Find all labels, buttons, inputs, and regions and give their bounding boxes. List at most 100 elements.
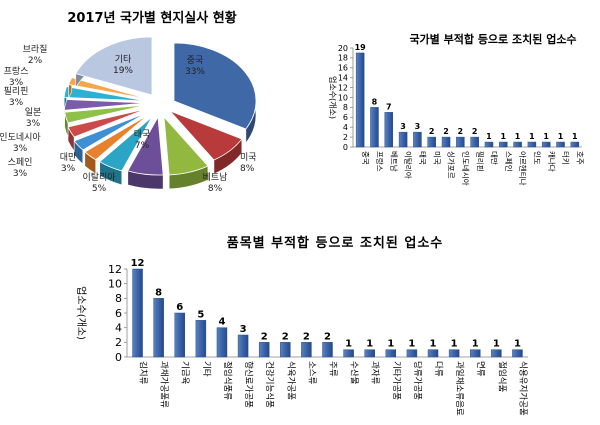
pie-slice-top (127, 115, 164, 176)
pie-slice-top (63, 86, 147, 102)
pie-chart: 2017년 국가별 현지실사 현황 중국33%미국8%베트남8%태국7%이탈리아… (0, 10, 257, 194)
pie-slice-top (173, 42, 257, 130)
bar-value-label: 2 (458, 127, 464, 136)
x-tick-label: 중국 (361, 151, 370, 165)
x-tick-label: 스페인 (504, 151, 514, 172)
x-tick-label: 면류 (475, 361, 486, 377)
y-axis-label: 업소수(개소) (75, 286, 88, 340)
bar (406, 349, 418, 358)
pie-slice-label: 태국 (134, 129, 151, 140)
x-tick-label: 과채가공품류 (159, 361, 170, 408)
pie-slice-percent: 3% (13, 144, 28, 154)
x-tick-label: 인도네시아 (461, 151, 471, 186)
pie-slice (63, 86, 147, 112)
x-tick-label: 기타가공품 (391, 361, 401, 400)
pie-slice-percent: 3% (9, 78, 24, 88)
pie-slice-percent: 3% (9, 98, 24, 108)
bar-value-label: 1 (387, 339, 394, 350)
pie-slice-label: 베트남 (203, 172, 228, 183)
x-tick-label: 다류 (433, 361, 443, 377)
bar (301, 342, 312, 358)
pie-slice-label: 스페인 (8, 157, 33, 168)
pie-slice-label: 브라질 (23, 43, 48, 55)
bar (512, 349, 523, 358)
bar-value-label: 8 (372, 97, 378, 106)
bar-value-label: 1 (493, 339, 500, 350)
x-tick-label: 싱가포르 (447, 151, 457, 179)
pie-slice-label: 일본 (25, 107, 42, 118)
bar-value-label: 8 (155, 287, 162, 298)
bar-value-label: 4 (218, 317, 225, 328)
bar (448, 349, 460, 358)
bar (441, 136, 451, 148)
bar (370, 107, 379, 148)
x-tick-label: 식육가공품 (285, 361, 295, 400)
bar (427, 136, 436, 148)
bar-value-label: 2 (282, 331, 289, 342)
bar (469, 349, 481, 358)
pie-slice (127, 115, 164, 190)
pie-slice-label: 필리핀 (4, 85, 29, 97)
x-tick-label: 향신료가공품 (243, 361, 253, 408)
bar (258, 342, 270, 358)
bar (384, 112, 394, 148)
y-tick-label: 4 (115, 322, 122, 335)
pie-slice-top (169, 110, 243, 161)
bar (132, 268, 143, 358)
x-tick-label: 과자류 (370, 361, 380, 385)
bar-value-label: 1 (366, 339, 373, 350)
bar (427, 349, 439, 358)
bar-value-label: 1 (558, 132, 564, 141)
pie-slice-top (163, 115, 209, 176)
y-tick-label: 4 (343, 123, 348, 132)
bar-value-label: 1 (515, 132, 521, 141)
x-tick-label: 터키 (561, 151, 570, 165)
pie-slice-label: 인도네시아 (0, 132, 41, 143)
bar-value-label: 2 (303, 331, 310, 342)
bar (484, 141, 494, 148)
bar-value-label: 3 (415, 122, 421, 131)
pie-slice-top (75, 36, 153, 96)
x-tick-label: 아르헨티나 (518, 151, 528, 186)
bar (195, 320, 207, 358)
y-tick-label: 10 (108, 278, 122, 291)
x-tick-label: 대만 (490, 151, 499, 165)
y-tick-label: 20 (338, 44, 348, 53)
bar (385, 349, 397, 358)
bar (237, 334, 249, 358)
bar (527, 141, 537, 148)
pie-slice (163, 115, 209, 190)
y-axis-label: 업소수(개소) (328, 76, 338, 119)
pie-slice-label: 기타 (115, 54, 132, 65)
x-tick-label: 캐나다 (547, 151, 556, 172)
pie-slice (68, 76, 149, 100)
bar (355, 52, 365, 148)
bar (541, 141, 551, 148)
bar-value-label: 1 (451, 339, 458, 350)
bar-value-label: 1 (486, 132, 492, 141)
y-tick-label: 8 (115, 292, 122, 305)
x-tick-label: 프랑스 (375, 151, 384, 172)
pie-slice-label: 이탈리아 (82, 172, 116, 183)
x-tick-label: 기타 (201, 361, 211, 377)
pie-slice-top (68, 77, 149, 100)
y-tick-label: 0 (343, 143, 348, 152)
x-tick-label: 과일채소류음료 (454, 361, 465, 416)
pie-slice-percent: 7% (135, 141, 150, 151)
bar-value-label: 12 (131, 258, 145, 269)
bar-value-label: 1 (543, 132, 549, 141)
bar (322, 342, 333, 358)
bar-value-label: 2 (261, 331, 268, 342)
bar-value-label: 2 (443, 127, 449, 136)
bar-value-label: 2 (429, 127, 435, 136)
bar-value-label: 2 (472, 127, 478, 136)
pie-slice (173, 42, 257, 144)
x-tick-label: 인도 (533, 151, 543, 165)
pie-chart-title: 2017년 국가별 현지실사 현황 (67, 10, 236, 26)
y-tick-label: 12 (108, 263, 122, 276)
bar-value-label: 6 (176, 302, 183, 313)
y-tick-label: 2 (343, 133, 348, 142)
bar (280, 342, 291, 358)
x-tick-label: 당류가공품 (412, 361, 423, 400)
